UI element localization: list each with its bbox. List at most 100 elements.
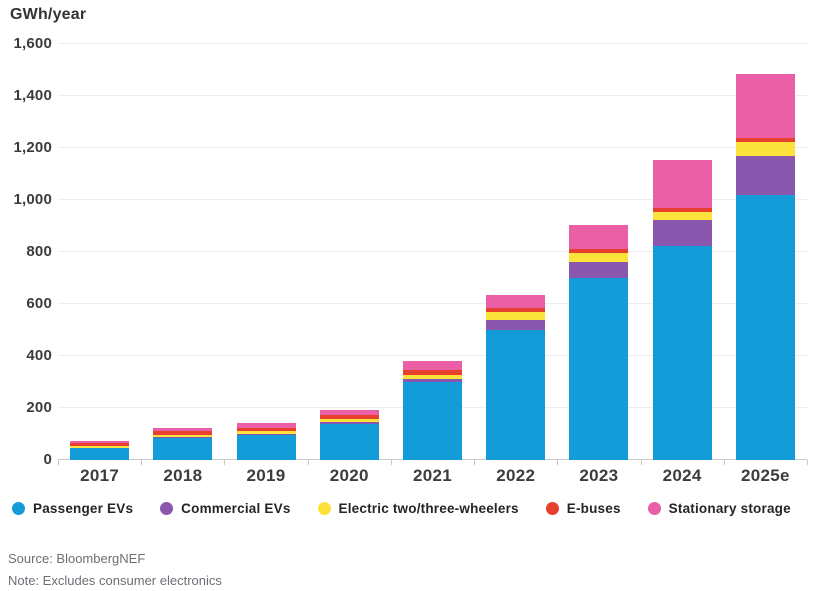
- y-tick-label: 1,400: [13, 87, 52, 104]
- footer: Source: BloombergNEF Note: Excludes cons…: [8, 548, 222, 591]
- x-axis-tick: [807, 460, 808, 465]
- bar-segment: [402, 361, 462, 370]
- y-tick-label: 600: [26, 295, 52, 312]
- bar-segment: [236, 427, 296, 432]
- bar-segment: [569, 262, 629, 278]
- gridline: [58, 355, 807, 356]
- legend-dot-icon: [160, 502, 174, 515]
- x-axis-label-2021: 2021: [412, 466, 452, 485]
- bar-segment: [236, 434, 296, 460]
- y-tick-label: 0: [43, 451, 52, 468]
- bar-segment: [735, 137, 795, 142]
- bar-segment: [652, 159, 712, 208]
- bar-segment: [735, 155, 795, 195]
- x-axis-tick: [723, 460, 725, 465]
- x-axis-tick: [307, 460, 309, 465]
- x-axis-label-2018: 2018: [163, 466, 203, 485]
- stacked-bar-2022: [486, 294, 546, 460]
- gridline: [58, 199, 807, 200]
- exclusion-note: Note: Excludes consumer electronics: [8, 573, 222, 588]
- stacked-bar-2025e: [735, 73, 795, 460]
- y-tick-label: 1,000: [13, 191, 52, 208]
- bar-segment: [153, 437, 213, 438]
- x-axis-tick: [640, 460, 642, 465]
- bar-segment: [569, 253, 629, 263]
- gridline: [58, 147, 807, 148]
- legend-dot-icon: [545, 502, 559, 515]
- bar-segment: [153, 435, 213, 438]
- x-axis-label-2025e: 2025e: [740, 466, 790, 485]
- bar-segment: [569, 224, 629, 250]
- x-axis-tick: [224, 460, 226, 465]
- gridline: [58, 95, 807, 96]
- bar-segment: [236, 422, 296, 428]
- bar-slot-2022: [474, 44, 557, 460]
- x-axis-label-2022: 2022: [496, 466, 536, 485]
- x-axis-tick: [557, 460, 559, 465]
- bar-segment: [153, 437, 213, 460]
- bar-segment: [652, 207, 712, 212]
- bar-segment: [319, 423, 379, 460]
- bars-group: [58, 44, 807, 460]
- bar-segment: [319, 422, 379, 424]
- bar-segment: [652, 245, 712, 460]
- bar-segment: [70, 440, 130, 443]
- legend-item: E-buses: [545, 501, 621, 516]
- bar-segment: [486, 320, 546, 330]
- stacked-bar-2019: [236, 422, 296, 460]
- bar-segment: [153, 431, 213, 436]
- stacked-bar-2023: [569, 224, 629, 460]
- bar-segment: [319, 415, 379, 420]
- x-axis-tick: [58, 460, 59, 465]
- stacked-bar-2018: [153, 427, 213, 460]
- bar-segment: [402, 374, 462, 379]
- x-axis-label-2019: 2019: [246, 466, 286, 485]
- stacked-bar-2020: [319, 409, 379, 460]
- bar-segment: [486, 308, 546, 312]
- bar-segment: [70, 446, 130, 448]
- bar-slot-2023: [557, 44, 640, 460]
- y-tick-label: 200: [26, 399, 52, 416]
- bar-segment: [486, 330, 546, 460]
- bar-segment: [486, 311, 546, 321]
- bar-slot-2024: [641, 44, 724, 460]
- y-tick-label: 400: [26, 347, 52, 364]
- x-axis-label-2023: 2023: [579, 466, 619, 485]
- bar-segment: [402, 378, 462, 382]
- bar-slot-2017: [58, 44, 141, 460]
- stacked-bar-2017: [70, 440, 130, 460]
- y-tick-label: 1,600: [13, 35, 52, 52]
- legend-label: Electric two/three-wheelers: [338, 501, 519, 516]
- legend-item: Passenger EVs: [12, 501, 133, 516]
- legend-label: Passenger EVs: [33, 501, 134, 516]
- x-axis-label-2020: 2020: [329, 466, 369, 485]
- stacked-bar-2024: [652, 159, 712, 460]
- bar-segment: [735, 194, 795, 460]
- gridline: [58, 43, 807, 44]
- bar-segment: [402, 382, 462, 460]
- legend-label: Commercial EVs: [181, 501, 291, 516]
- bar-segment: [236, 433, 296, 435]
- legend-dot-icon: [317, 502, 331, 515]
- bar-segment: [652, 219, 712, 246]
- bar-segment: [735, 141, 795, 156]
- gridline: [58, 303, 807, 304]
- y-tick-label: 800: [26, 243, 52, 260]
- source-note: Source: BloombergNEF: [8, 551, 146, 566]
- bar-segment: [70, 448, 130, 460]
- legend-dot-icon: [12, 502, 25, 515]
- bar-segment: [569, 278, 629, 460]
- legend-label: E-buses: [566, 501, 621, 516]
- legend-item: Stationary storage: [647, 501, 791, 516]
- x-axis-tick: [390, 460, 392, 465]
- bar-segment: [70, 442, 130, 447]
- bar-segment: [319, 409, 379, 416]
- legend-label: Stationary storage: [668, 501, 791, 516]
- plot-area: 0 200 400 600 800 1,000 1,200 1,400 1,600: [13, 35, 808, 468]
- bar-segment: [735, 73, 795, 138]
- y-tick-label: 1,200: [13, 139, 52, 156]
- gridline: [58, 251, 807, 252]
- x-axis-label-2017: 2017: [80, 466, 120, 485]
- legend-item: Electric two/three-wheelers: [317, 501, 519, 516]
